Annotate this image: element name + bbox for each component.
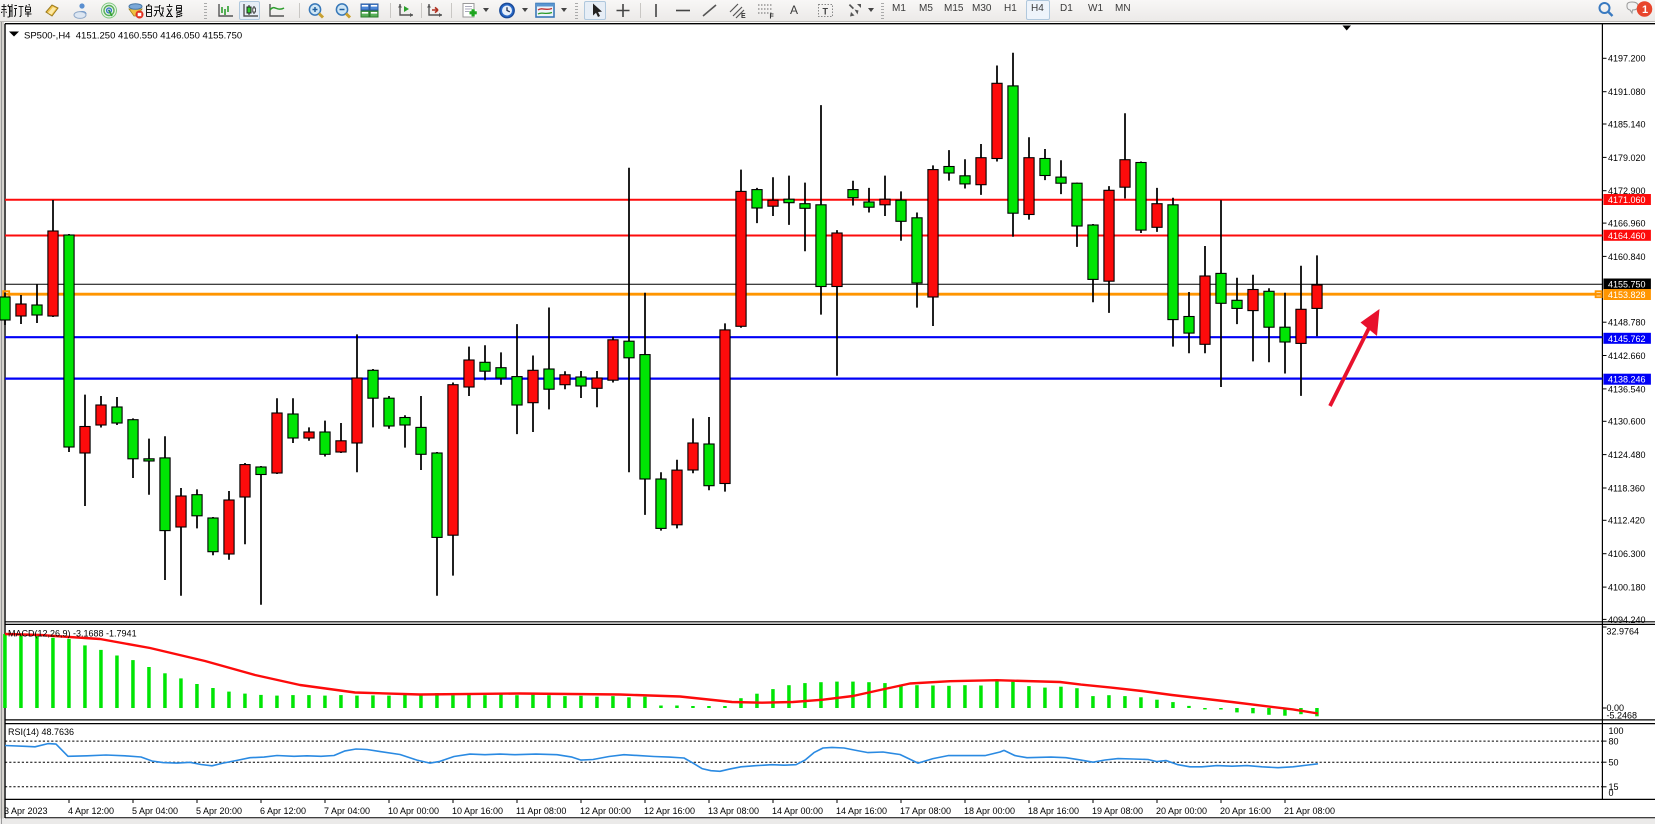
- svg-text:4 Apr 12:00: 4 Apr 12:00: [68, 806, 114, 816]
- svg-text:4185.140: 4185.140: [1608, 119, 1646, 129]
- svg-text:4164.460: 4164.460: [1608, 231, 1646, 241]
- svg-text:7 Apr 04:00: 7 Apr 04:00: [324, 806, 370, 816]
- svg-text:E: E: [741, 13, 746, 20]
- svg-text:4136.540: 4136.540: [1608, 384, 1646, 394]
- svg-text:80: 80: [1609, 737, 1619, 747]
- svg-text:4112.420: 4112.420: [1608, 516, 1645, 526]
- svg-text:32.9764: 32.9764: [1607, 627, 1640, 637]
- svg-text:4130.600: 4130.600: [1608, 417, 1646, 427]
- svg-text:4094.240: 4094.240: [1608, 615, 1646, 625]
- svg-text:10 Apr 00:00: 10 Apr 00:00: [388, 806, 439, 816]
- svg-text:4172.900: 4172.900: [1608, 186, 1646, 196]
- svg-text:4166.960: 4166.960: [1608, 219, 1646, 229]
- svg-text:20 Apr 00:00: 20 Apr 00:00: [1156, 806, 1207, 816]
- svg-text:20 Apr 16:00: 20 Apr 16:00: [1220, 806, 1271, 816]
- svg-text:SP500-,H4 4151.250 4160.550 4: SP500-,H4 4151.250 4160.550 4146.050 415…: [24, 31, 242, 42]
- svg-text:1: 1: [1642, 4, 1648, 16]
- svg-text:0: 0: [1609, 788, 1614, 798]
- svg-text:4153.828: 4153.828: [1608, 290, 1646, 300]
- svg-text:18 Apr 16:00: 18 Apr 16:00: [1028, 806, 1079, 816]
- svg-text:50: 50: [1609, 758, 1619, 768]
- svg-text:12 Apr 16:00: 12 Apr 16:00: [644, 806, 695, 816]
- svg-text:4171.060: 4171.060: [1608, 195, 1646, 205]
- svg-text:4124.480: 4124.480: [1608, 450, 1646, 460]
- svg-text:19 Apr 08:00: 19 Apr 08:00: [1092, 806, 1143, 816]
- svg-text:5 Apr 04:00: 5 Apr 04:00: [132, 806, 178, 816]
- svg-text:T: T: [823, 7, 829, 17]
- svg-text:4197.200: 4197.200: [1608, 54, 1646, 64]
- svg-text:17 Apr 08:00: 17 Apr 08:00: [900, 806, 951, 816]
- svg-text:4155.750: 4155.750: [1608, 280, 1646, 290]
- svg-text:4138.246: 4138.246: [1608, 375, 1646, 385]
- svg-text:5 Apr 20:00: 5 Apr 20:00: [196, 806, 242, 816]
- svg-text:MACD(12,26,9) -3.1688 -1.7941: MACD(12,26,9) -3.1688 -1.7941: [8, 629, 137, 639]
- svg-text:6 Apr 12:00: 6 Apr 12:00: [260, 806, 306, 816]
- svg-text:12 Apr 00:00: 12 Apr 00:00: [580, 806, 631, 816]
- svg-text:10 Apr 16:00: 10 Apr 16:00: [452, 806, 503, 816]
- svg-text:15: 15: [1609, 782, 1619, 792]
- svg-text:4145.762: 4145.762: [1608, 334, 1646, 344]
- svg-text:21 Apr 08:00: 21 Apr 08:00: [1284, 806, 1335, 816]
- svg-text:4106.300: 4106.300: [1608, 549, 1646, 559]
- svg-text:-5.2468: -5.2468: [1607, 711, 1638, 721]
- svg-text:F: F: [770, 14, 775, 21]
- svg-text:18 Apr 00:00: 18 Apr 00:00: [964, 806, 1015, 816]
- svg-text:14 Apr 16:00: 14 Apr 16:00: [836, 806, 887, 816]
- svg-text:4148.780: 4148.780: [1608, 318, 1646, 328]
- svg-text:0.00: 0.00: [1607, 703, 1625, 713]
- svg-text:14 Apr 00:00: 14 Apr 00:00: [772, 806, 823, 816]
- svg-text:11 Apr 08:00: 11 Apr 08:00: [516, 806, 566, 816]
- svg-text:100: 100: [1609, 726, 1624, 736]
- svg-text:RSI(14) 48.7636: RSI(14) 48.7636: [8, 727, 74, 737]
- svg-text:3 Apr 2023: 3 Apr 2023: [4, 806, 48, 816]
- svg-text:4142.660: 4142.660: [1608, 351, 1646, 361]
- svg-text:4179.020: 4179.020: [1608, 153, 1646, 163]
- svg-text:4160.840: 4160.840: [1608, 252, 1646, 262]
- svg-text:4100.180: 4100.180: [1608, 583, 1646, 593]
- svg-text:4191.080: 4191.080: [1608, 87, 1646, 97]
- svg-text:4118.360: 4118.360: [1608, 483, 1645, 493]
- svg-text:13 Apr 08:00: 13 Apr 08:00: [708, 806, 759, 816]
